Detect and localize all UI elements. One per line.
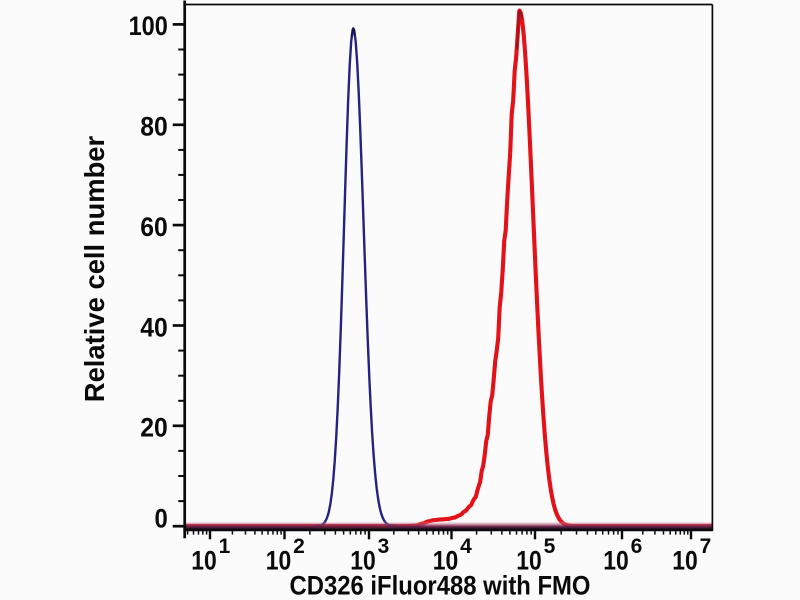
- svg-text:7: 7: [700, 535, 712, 558]
- svg-text:10: 10: [516, 545, 542, 575]
- svg-text:40: 40: [140, 312, 168, 342]
- svg-text:10: 10: [433, 545, 459, 575]
- svg-text:6: 6: [631, 535, 643, 558]
- svg-text:CD326 iFluor488 with FMO: CD326 iFluor488 with FMO: [290, 571, 591, 600]
- svg-text:10: 10: [603, 545, 629, 575]
- svg-text:10: 10: [672, 545, 698, 575]
- svg-text:5: 5: [544, 535, 556, 558]
- svg-text:4: 4: [460, 535, 472, 558]
- svg-text:10: 10: [191, 545, 217, 575]
- svg-text:20: 20: [140, 413, 168, 443]
- svg-text:3: 3: [378, 535, 390, 558]
- svg-text:1: 1: [219, 535, 231, 558]
- svg-text:2: 2: [293, 535, 305, 558]
- svg-text:0: 0: [155, 504, 168, 534]
- svg-text:10: 10: [266, 545, 292, 575]
- svg-text:60: 60: [140, 212, 168, 242]
- svg-text:80: 80: [140, 112, 168, 142]
- svg-text:100: 100: [129, 11, 168, 41]
- svg-text:Relative cell number: Relative cell number: [79, 135, 110, 402]
- svg-text:10: 10: [350, 545, 376, 575]
